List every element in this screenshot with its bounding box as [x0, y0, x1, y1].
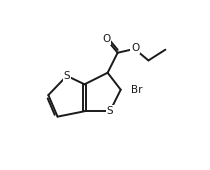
Text: Br: Br [131, 85, 142, 95]
Text: S: S [63, 71, 70, 81]
Text: O: O [131, 43, 139, 53]
Text: S: S [107, 106, 113, 116]
Text: O: O [102, 34, 110, 44]
